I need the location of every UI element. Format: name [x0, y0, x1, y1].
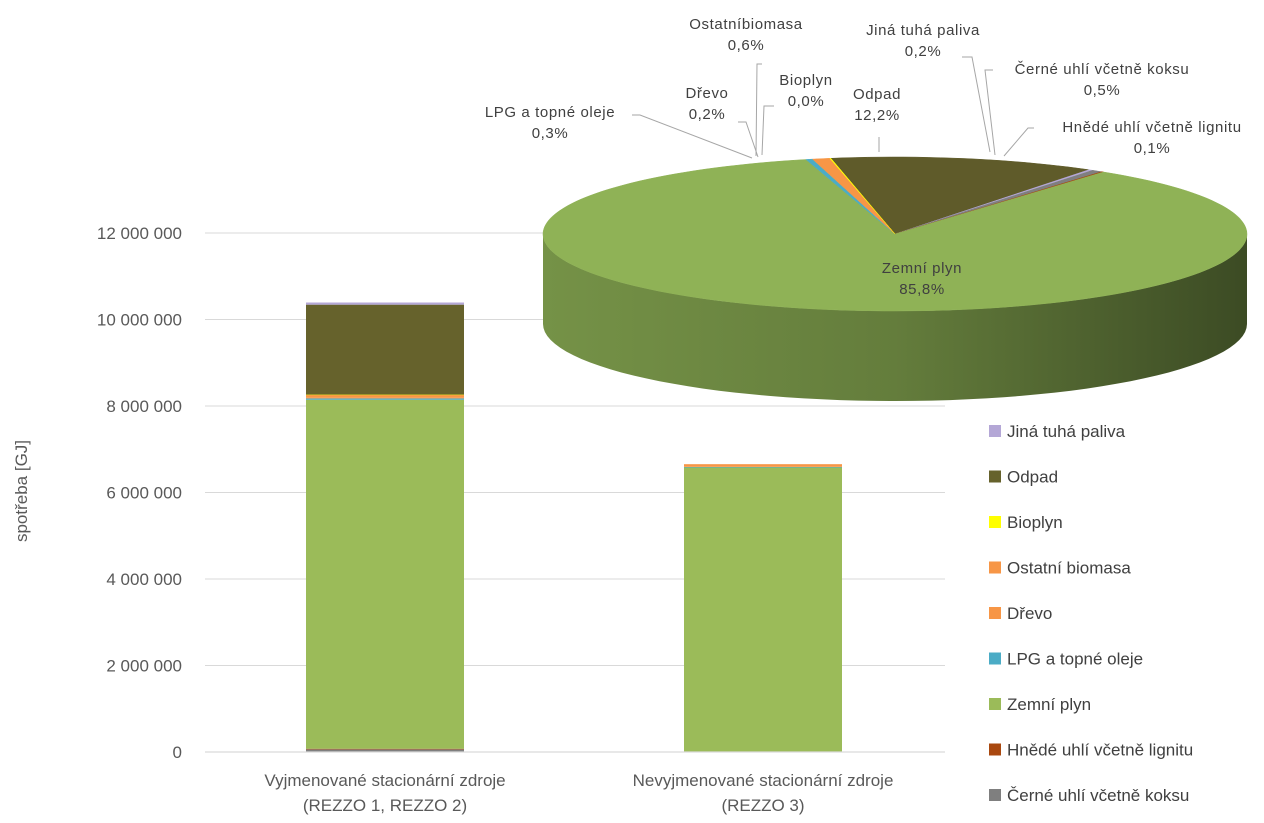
pie-leader-line — [738, 121, 759, 158]
pie-leader-line — [755, 63, 762, 157]
bar-segment — [306, 394, 464, 396]
pie-percent-label: 0,6% — [728, 37, 765, 54]
bar-segment — [306, 398, 464, 400]
x-category-label: Nevyjmenované stacionární zdroje — [633, 771, 894, 790]
y-tick-label: 12 000 000 — [97, 224, 182, 243]
pie-slice-label: Hnědé uhlí včetně lignitu — [1062, 119, 1241, 136]
pie-slice-label: Zemní plyn — [882, 260, 962, 277]
bar-segment — [306, 748, 464, 750]
x-category-label: (REZZO 3) — [721, 796, 804, 815]
bar-segment — [306, 749, 464, 752]
pie-percent-label: 0,3% — [532, 125, 569, 142]
legend-swatch — [989, 561, 1001, 574]
legend-swatch — [989, 652, 1001, 665]
y-tick-label: 4 000 000 — [106, 570, 182, 589]
legend-label: Dřevo — [1007, 604, 1052, 623]
bar-segment — [306, 302, 464, 305]
pie-slice-label: Odpad — [853, 86, 901, 103]
pie-side-wall — [543, 234, 1247, 401]
pie-slice-label: Ostatníbiomasa — [689, 16, 803, 33]
pie-percent-label: 0,0% — [788, 93, 825, 110]
x-axis-category-labels: Vyjmenované stacionární zdroje (REZZO 1, … — [264, 771, 893, 815]
legend-label: Bioplyn — [1007, 513, 1063, 532]
bar-segment — [684, 466, 842, 468]
y-tick-label: 10 000 000 — [97, 311, 182, 330]
stacked-bars — [306, 302, 842, 752]
pie-slice-label: Jiná tuhá paliva — [866, 22, 980, 39]
legend-label: Ostatní biomasa — [1007, 559, 1131, 578]
y-axis-label: spotřeba [GJ] — [12, 440, 31, 542]
pie-slice-label: Černé uhlí včetně koksu — [1015, 61, 1190, 78]
pie-leader-line — [962, 56, 991, 153]
pie-leader-line — [632, 114, 753, 159]
bar-segment — [306, 304, 464, 395]
pie-slice-label: LPG a topné oleje — [485, 104, 615, 121]
y-tick-label: 0 — [173, 743, 182, 762]
legend-swatch — [989, 425, 1001, 437]
legend-label: Jiná tuhá paliva — [1007, 422, 1126, 441]
pie-percent-label: 0,2% — [689, 106, 726, 123]
x-category-label: Vyjmenované stacionární zdroje — [264, 771, 505, 790]
pie-slice-label: Dřevo — [685, 85, 728, 102]
legend-swatch — [989, 698, 1001, 710]
legend-swatch — [989, 743, 1001, 756]
bar-segment — [684, 467, 842, 752]
bar-segment — [684, 466, 842, 467]
pie-percent-label: 85,8% — [899, 281, 945, 298]
pie-percent-label: 0,1% — [1134, 140, 1171, 157]
pie-leader-line — [984, 69, 996, 156]
y-tick-label: 2 000 000 — [106, 657, 182, 676]
legend-swatch — [989, 607, 1001, 619]
pie-leader-line — [1003, 127, 1034, 157]
y-tick-label: 6 000 000 — [106, 484, 182, 503]
legend-label: Hnědé uhlí včetně lignitu — [1007, 741, 1193, 760]
legend-label: Černé uhlí včetně koksu — [1007, 786, 1189, 805]
pie-percent-label: 0,2% — [905, 43, 942, 60]
pie-slice-label: Bioplyn — [779, 72, 832, 89]
legend-label: Zemní plyn — [1007, 695, 1091, 714]
legend-swatch — [989, 516, 1001, 528]
pie-slice — [542, 159, 1248, 312]
y-tick-label: 8 000 000 — [106, 397, 182, 416]
pie-percent-label: 12,2% — [854, 107, 900, 124]
legend-swatch — [989, 470, 1001, 483]
legend: Jiná tuhá paliva Odpad Bioplyn Ostatní biom… — [989, 422, 1193, 805]
y-axis-ticks: 0 2 000 000 4 000 000 6 000 000 8 000 000 10 … — [97, 224, 182, 762]
bar-segment — [306, 399, 464, 749]
x-category-label: (REZZO 1, REZZO 2) — [303, 796, 467, 815]
legend-swatch — [989, 789, 1001, 801]
pie-slice — [830, 156, 1090, 235]
bar-segment — [306, 397, 464, 399]
pie-percent-label: 0,5% — [1084, 82, 1121, 99]
pie-slice — [829, 158, 896, 235]
pie-chart-3d: Zemní plyn 85,8% LPG a topné oleje 0,3% Dřev… — [485, 16, 1248, 401]
pie-leader-line — [761, 105, 774, 156]
bar-segment — [306, 394, 464, 398]
legend-label: Odpad — [1007, 468, 1058, 487]
legend-label: LPG a topné oleje — [1007, 650, 1143, 669]
bar-segment — [684, 464, 842, 467]
